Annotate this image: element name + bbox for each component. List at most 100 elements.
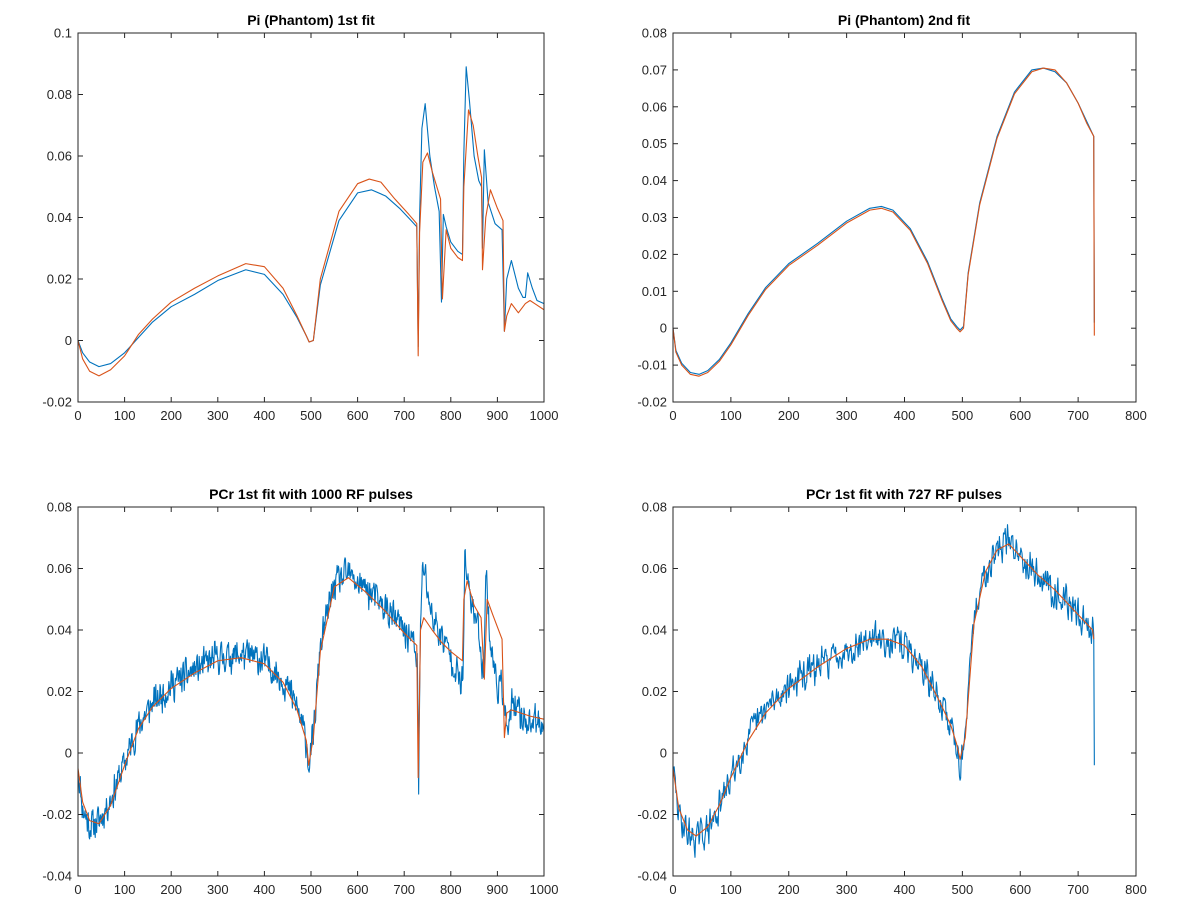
y-tick-label: 0.06	[642, 561, 667, 576]
y-tick-label: -0.01	[637, 358, 667, 373]
axes-frame	[672, 506, 1137, 877]
x-tick-label: 500	[300, 882, 322, 897]
chart-title: PCr 1st fit with 727 RF pulses	[806, 486, 1002, 502]
y-tick-label: 0.01	[642, 284, 667, 299]
series-line-data	[673, 524, 1095, 858]
x-tick-label: 200	[778, 408, 800, 423]
x-tick-label: 100	[114, 408, 136, 423]
x-tick-label: 200	[160, 882, 182, 897]
y-tick-label: 0.04	[47, 623, 72, 638]
x-tick-label: 300	[836, 408, 858, 423]
x-tick-label: 400	[254, 408, 276, 423]
y-tick-label: -0.02	[42, 807, 72, 822]
y-tick-label: -0.02	[637, 807, 667, 822]
y-tick-label: 0	[65, 746, 72, 761]
x-tick-label: 1000	[530, 408, 559, 423]
axes-frame	[672, 32, 1137, 403]
x-tick-label: 900	[487, 882, 509, 897]
y-tick-label: 0	[660, 746, 667, 761]
x-tick-label: 600	[347, 882, 369, 897]
axes-frame-outline	[672, 32, 1137, 403]
series-line-data	[78, 66, 544, 368]
y-tick-label: 0.02	[642, 684, 667, 699]
x-tick-label: 800	[440, 882, 462, 897]
x-tick-label: 800	[1125, 882, 1147, 897]
series-line-fit	[78, 577, 544, 825]
axes-frame	[77, 506, 545, 877]
x-tick-label: 100	[720, 882, 742, 897]
axes-frame-outline	[77, 506, 545, 877]
series-line-data	[673, 67, 1095, 375]
y-tick-label: 0.03	[642, 210, 667, 225]
subplot-pi-phantom-1st-fit: Pi (Phantom) 1st fit 0 100 200 300 400 500 600…	[42, 12, 558, 423]
x-tick-label: 500	[952, 882, 974, 897]
y-tick-label: -0.04	[637, 869, 667, 884]
y-tick-label: -0.02	[637, 395, 667, 410]
subplot-pi-phantom-2nd-fit: Pi (Phantom) 2nd fit 0 100 200 300 400 500 600…	[637, 12, 1146, 423]
y-tick-label: 0.04	[47, 210, 72, 225]
subplot-pcr-1000-rf-pulses: PCr 1st fit with 1000 RF pulses 0 100 200 3…	[42, 486, 558, 897]
axes-frame-outline	[672, 506, 1137, 877]
y-tick-label: 0.08	[642, 26, 667, 41]
x-tick-label: 500	[300, 408, 322, 423]
y-tick-label: 0.02	[47, 272, 72, 287]
x-tick-label: 800	[440, 408, 462, 423]
y-tick-label: -0.04	[42, 869, 72, 884]
axes-frame	[77, 32, 545, 403]
subplot-pcr-727-rf-pulses: PCr 1st fit with 727 RF pulses 0 100 200 30…	[637, 486, 1146, 897]
chart-title: Pi (Phantom) 1st fit	[247, 12, 375, 28]
y-tick-label: -0.02	[42, 395, 72, 410]
x-tick-label: 700	[393, 882, 415, 897]
x-tick-label: 700	[393, 408, 415, 423]
y-tick-label: 0.04	[642, 173, 667, 188]
x-tick-label: 300	[207, 882, 229, 897]
x-tick-label: 600	[1009, 408, 1031, 423]
x-tick-label: 100	[114, 882, 136, 897]
x-tick-label: 0	[669, 408, 676, 423]
x-tick-label: 700	[1067, 408, 1089, 423]
x-tick-label: 400	[894, 882, 916, 897]
x-tick-label: 0	[669, 882, 676, 897]
plot-area	[673, 67, 1095, 377]
y-tick-label: 0.08	[642, 500, 667, 515]
x-tick-label: 400	[254, 882, 276, 897]
y-tick-label: 0.08	[47, 500, 72, 515]
x-tick-label: 1000	[530, 882, 559, 897]
series-line-fit	[673, 67, 1095, 377]
x-tick-label: 300	[836, 882, 858, 897]
y-tick-label: 0.04	[642, 623, 667, 638]
plot-area	[78, 66, 544, 377]
y-tick-label: 0	[65, 333, 72, 348]
y-tick-label: 0.07	[642, 62, 667, 77]
x-tick-label: 900	[487, 408, 509, 423]
y-tick-label: 0	[660, 321, 667, 336]
chart-title: PCr 1st fit with 1000 RF pulses	[209, 486, 413, 502]
y-tick-label: 0.08	[47, 87, 72, 102]
y-tick-label: 0.02	[642, 247, 667, 262]
x-tick-label: 500	[952, 408, 974, 423]
x-tick-label: 200	[160, 408, 182, 423]
y-tick-label: 0.02	[47, 684, 72, 699]
x-tick-label: 400	[894, 408, 916, 423]
y-tick-label: 0.1	[54, 26, 72, 41]
plot-area	[78, 549, 544, 840]
x-tick-label: 200	[778, 882, 800, 897]
x-tick-label: 600	[347, 408, 369, 423]
series-line-fit	[673, 543, 1095, 837]
axes-frame-outline	[77, 32, 545, 403]
chart-title: Pi (Phantom) 2nd fit	[838, 12, 971, 28]
y-tick-label: 0.06	[47, 561, 72, 576]
x-tick-label: 800	[1125, 408, 1147, 423]
y-tick-label: 0.05	[642, 136, 667, 151]
x-tick-label: 0	[74, 882, 81, 897]
x-tick-label: 300	[207, 408, 229, 423]
x-tick-label: 0	[74, 408, 81, 423]
series-line-fit	[78, 109, 544, 377]
y-tick-label: 0.06	[642, 99, 667, 114]
x-tick-label: 100	[720, 408, 742, 423]
plot-area	[673, 524, 1095, 858]
x-tick-label: 700	[1067, 882, 1089, 897]
x-tick-label: 600	[1009, 882, 1031, 897]
y-tick-label: 0.06	[47, 149, 72, 164]
